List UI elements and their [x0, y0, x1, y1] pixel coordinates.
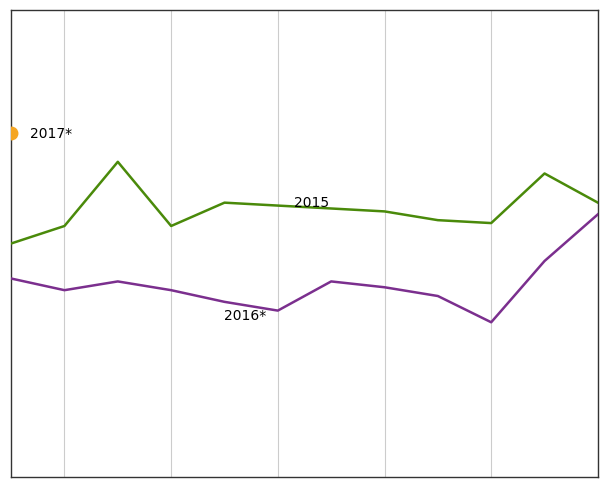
- Text: 2016*: 2016*: [225, 309, 267, 323]
- Text: 2015: 2015: [294, 195, 329, 209]
- Text: 2017*: 2017*: [30, 126, 72, 141]
